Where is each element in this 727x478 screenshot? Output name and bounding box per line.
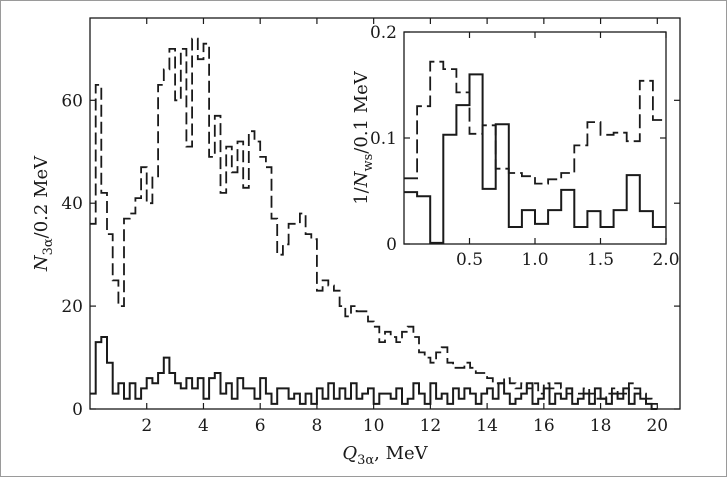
x-tick-label: 10 xyxy=(363,416,385,436)
y-tick-label: 0.2 xyxy=(370,23,397,43)
x-tick-label: 1.5 xyxy=(587,250,614,270)
y-tick-label: 40 xyxy=(61,194,83,214)
x-tick-label: 6 xyxy=(255,416,266,436)
x-tick-label: 8 xyxy=(312,416,323,436)
x-tick-label: 2.0 xyxy=(652,250,679,270)
y-tick-label: 60 xyxy=(61,91,83,111)
y-axis-title: N3α/0.2 MeV xyxy=(31,155,56,272)
y-tick-label: 20 xyxy=(61,297,83,317)
y-tick-label: 0 xyxy=(386,235,397,255)
y-tick-label: 0.1 xyxy=(370,129,397,149)
plot-frame xyxy=(89,17,681,410)
y-axis-title: 1/Nws/0.1 MeV xyxy=(351,70,376,205)
x-tick-label: 16 xyxy=(533,416,555,436)
x-axis-title: Q3α, MeV xyxy=(342,443,428,468)
x-tick-label: 4 xyxy=(198,416,209,436)
inset-background xyxy=(404,32,666,244)
x-tick-label: 2 xyxy=(141,416,152,436)
y-tick-label: 0 xyxy=(72,400,83,420)
inset-chart: 0.5 1.0 1.5 2.0 0 0.1 0.2 1/Nws/0.1 MeV xyxy=(351,23,680,270)
x-tick-label: 18 xyxy=(590,416,612,436)
dashed-histogram-series xyxy=(404,60,666,185)
solid-histogram-series xyxy=(404,73,666,244)
main-chart: 2 4 6 8 10 12 14 16 18 20 0 20 40 60 Q3α, MeV N3α/0.2 M… xyxy=(31,17,681,468)
x-tick-label: 12 xyxy=(420,416,442,436)
x-tick-label: 14 xyxy=(476,416,498,436)
solid-histogram-series xyxy=(90,336,658,410)
x-tick-label: 1.0 xyxy=(521,250,548,270)
x-tick-label: 20 xyxy=(646,416,668,436)
x-tick-label: 0.5 xyxy=(456,250,483,270)
